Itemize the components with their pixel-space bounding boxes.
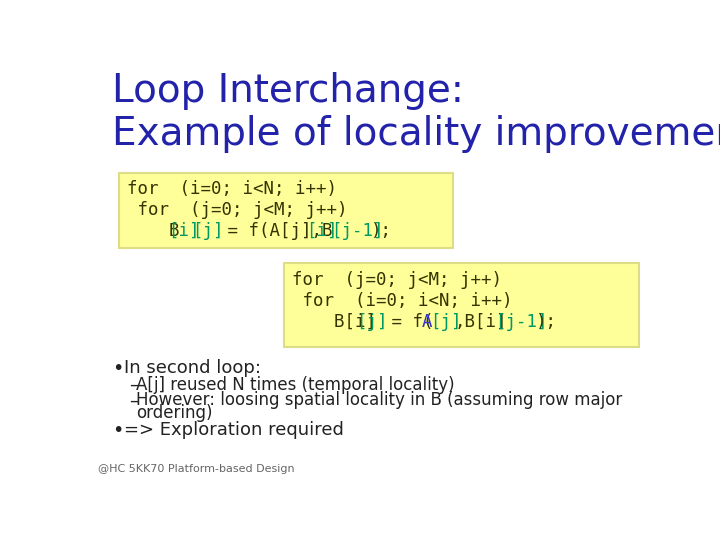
Text: for  (j=0; j<M; j++): for (j=0; j<M; j++) bbox=[292, 271, 502, 289]
Text: [i]: [i] bbox=[168, 222, 199, 240]
Text: A[j] reused N times (temporal locality): A[j] reused N times (temporal locality) bbox=[137, 376, 455, 394]
Text: –: – bbox=[129, 392, 138, 409]
Text: @HC 5KK70 Platform-based Design: @HC 5KK70 Platform-based Design bbox=[98, 464, 294, 475]
Text: B: B bbox=[127, 222, 180, 240]
Text: [i]: [i] bbox=[306, 222, 338, 240]
Text: for  (i=0; i<N; i++): for (i=0; i<N; i++) bbox=[127, 180, 337, 198]
FancyBboxPatch shape bbox=[120, 173, 453, 248]
FancyBboxPatch shape bbox=[284, 264, 639, 347]
Text: A: A bbox=[422, 313, 432, 330]
Text: [j]: [j] bbox=[356, 313, 388, 330]
Text: [j-1]: [j-1] bbox=[330, 222, 383, 240]
Text: for  (j=0; j<M; j++): for (j=0; j<M; j++) bbox=[127, 201, 348, 219]
Text: );: ); bbox=[536, 313, 557, 330]
Text: Loop Interchange:: Loop Interchange: bbox=[112, 72, 464, 111]
Text: •: • bbox=[112, 359, 123, 378]
Text: = f(A[j],B: = f(A[j],B bbox=[217, 222, 332, 240]
Text: –: – bbox=[129, 376, 138, 394]
Text: [j]: [j] bbox=[192, 222, 224, 240]
Text: Example of locality improvement: Example of locality improvement bbox=[112, 115, 720, 153]
Text: B[i]: B[i] bbox=[292, 313, 376, 330]
Text: = f(: = f( bbox=[381, 313, 433, 330]
Text: However: loosing spatial locality in B (assuming row major: However: loosing spatial locality in B (… bbox=[137, 392, 623, 409]
Text: In second loop:: In second loop: bbox=[124, 359, 261, 377]
Text: );: ); bbox=[372, 222, 392, 240]
Text: [j]: [j] bbox=[430, 313, 462, 330]
Text: ,B[i]: ,B[i] bbox=[454, 313, 507, 330]
Text: [j-1]: [j-1] bbox=[495, 313, 547, 330]
Text: ordering): ordering) bbox=[137, 404, 213, 422]
Text: => Exploration required: => Exploration required bbox=[124, 421, 344, 438]
Text: for  (i=0; i<N; i++): for (i=0; i<N; i++) bbox=[292, 292, 512, 310]
Text: •: • bbox=[112, 421, 123, 440]
